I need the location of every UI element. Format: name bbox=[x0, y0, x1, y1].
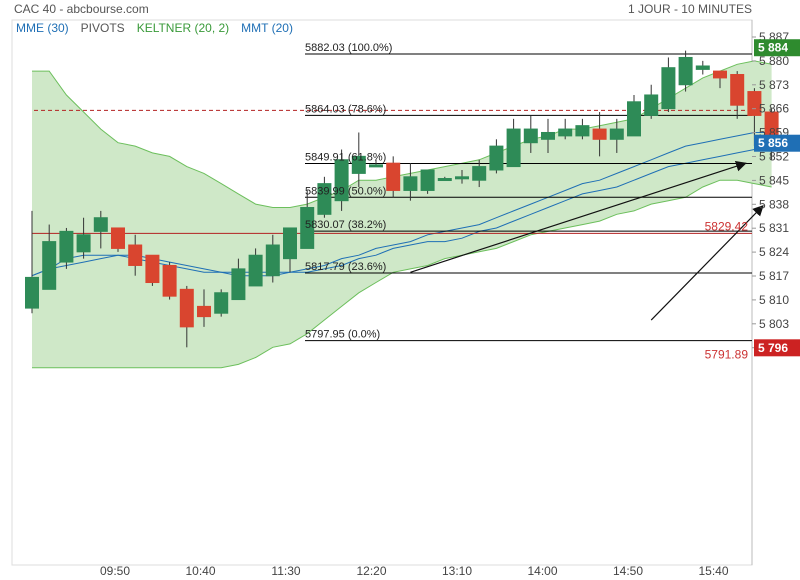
legend-keltner[interactable]: KELTNER (20, 2) bbox=[136, 21, 230, 35]
x-tick-label: 11:30 bbox=[271, 564, 300, 578]
candle-body[interactable] bbox=[713, 70, 727, 79]
candle-body[interactable] bbox=[472, 166, 487, 181]
candle-body[interactable] bbox=[575, 125, 590, 137]
candle-body[interactable] bbox=[541, 131, 555, 140]
indicator-legend: MME (30) PIVOTS KELTNER (20, 2) MMT (20) bbox=[16, 21, 293, 35]
candle-body[interactable] bbox=[283, 227, 297, 260]
candle-body[interactable] bbox=[351, 155, 366, 174]
candle-body[interactable] bbox=[111, 227, 125, 249]
y-tick-label: 5 803 bbox=[759, 317, 789, 331]
y-tick-label: 5 880 bbox=[759, 54, 789, 68]
y-tick-label: 5 838 bbox=[759, 197, 789, 211]
candle-body[interactable] bbox=[386, 162, 401, 191]
fib-label: 5830.07 (38.2%) bbox=[305, 219, 386, 231]
fib-label: 5882.03 (100.0%) bbox=[305, 42, 392, 54]
candle-body[interactable] bbox=[231, 268, 246, 301]
period-label: 1 JOUR - 10 MINUTES bbox=[627, 2, 752, 16]
chart-title: CAC 40 - abcbourse.com bbox=[14, 2, 149, 16]
candle-body[interactable] bbox=[369, 164, 383, 168]
y-tick-label: 5 817 bbox=[759, 269, 789, 283]
candle-body[interactable] bbox=[248, 254, 263, 287]
x-tick-label: 10:40 bbox=[185, 564, 215, 578]
x-tick-label: 12:20 bbox=[356, 564, 386, 578]
candle-body[interactable] bbox=[300, 207, 315, 249]
y-tick-label: 5 873 bbox=[759, 78, 789, 92]
candle-body[interactable] bbox=[93, 217, 108, 232]
y-tick-label: 5 845 bbox=[759, 173, 789, 187]
candle-body[interactable] bbox=[59, 230, 74, 263]
y-tick-label: 5 852 bbox=[759, 150, 789, 164]
candle-body[interactable] bbox=[128, 244, 143, 266]
price-badge-label: 5 884 bbox=[758, 41, 788, 55]
price-badge bbox=[754, 134, 800, 152]
legend-mmt[interactable]: MMT (20) bbox=[241, 21, 293, 35]
candle-body[interactable] bbox=[678, 56, 693, 86]
candle-body[interactable] bbox=[644, 94, 659, 116]
x-tick-label: 13:10 bbox=[442, 564, 472, 578]
x-tick-label: 15:40 bbox=[698, 564, 728, 578]
candle-body[interactable] bbox=[747, 91, 762, 116]
candle-body[interactable] bbox=[455, 176, 469, 180]
candle-body[interactable] bbox=[420, 169, 435, 191]
price-badge-label: 5 856 bbox=[758, 136, 788, 150]
candle-body[interactable] bbox=[506, 128, 521, 168]
candle-body[interactable] bbox=[403, 176, 418, 191]
candle-body[interactable] bbox=[179, 288, 194, 328]
candle-body[interactable] bbox=[609, 128, 624, 140]
fib-label: 5849.91 (61.8%) bbox=[305, 151, 386, 163]
candle-body[interactable] bbox=[76, 234, 91, 253]
fib-label: 5864.03 (78.6%) bbox=[305, 103, 386, 115]
reference-value-label: 5791.89 bbox=[705, 347, 749, 361]
candle-body[interactable] bbox=[627, 101, 641, 137]
price-badge bbox=[754, 39, 800, 57]
candle-body[interactable] bbox=[265, 244, 280, 277]
candle-body[interactable] bbox=[145, 254, 160, 284]
y-tick-label: 5 810 bbox=[759, 293, 789, 307]
x-tick-label: 14:00 bbox=[527, 564, 557, 578]
legend-pivots[interactable]: PIVOTS bbox=[80, 21, 125, 35]
candle-body[interactable] bbox=[558, 128, 573, 137]
fib-label: 5817.79 (23.6%) bbox=[305, 261, 386, 273]
candle-body[interactable] bbox=[317, 183, 332, 215]
keltner-band bbox=[32, 60, 772, 368]
candle-body[interactable] bbox=[592, 128, 607, 140]
price-badge bbox=[754, 339, 800, 357]
trend-arrow bbox=[650, 205, 764, 321]
candle-body[interactable] bbox=[197, 305, 211, 318]
keltner-lower-line bbox=[32, 179, 772, 369]
candle-body[interactable] bbox=[25, 276, 39, 309]
legend-mme[interactable]: MME (30) bbox=[16, 21, 69, 35]
fib-label: 5797.95 (0.0%) bbox=[305, 329, 380, 341]
candle-body[interactable] bbox=[162, 264, 177, 297]
candle-body[interactable] bbox=[523, 128, 538, 144]
candle-body[interactable] bbox=[489, 145, 504, 171]
x-tick-label: 09:50 bbox=[100, 564, 130, 578]
candle-body[interactable] bbox=[42, 241, 57, 290]
candle-body[interactable] bbox=[334, 159, 349, 202]
fib-label: 5839.99 (50.0%) bbox=[305, 185, 386, 197]
y-tick-label: 5 831 bbox=[759, 221, 789, 235]
candle-body[interactable] bbox=[695, 65, 710, 70]
candle-body[interactable] bbox=[214, 292, 229, 314]
trend-arrow bbox=[410, 161, 747, 273]
candle-body[interactable] bbox=[730, 74, 745, 106]
reference-value-label: 5829.42 bbox=[705, 219, 749, 233]
y-tick-label: 5 824 bbox=[759, 245, 789, 259]
y-tick-label: 5 866 bbox=[759, 102, 789, 116]
candle-body[interactable] bbox=[661, 67, 676, 110]
price-badge-label: 5 796 bbox=[758, 341, 788, 355]
x-tick-label: 14:50 bbox=[613, 564, 643, 578]
candle-body[interactable] bbox=[437, 178, 452, 182]
